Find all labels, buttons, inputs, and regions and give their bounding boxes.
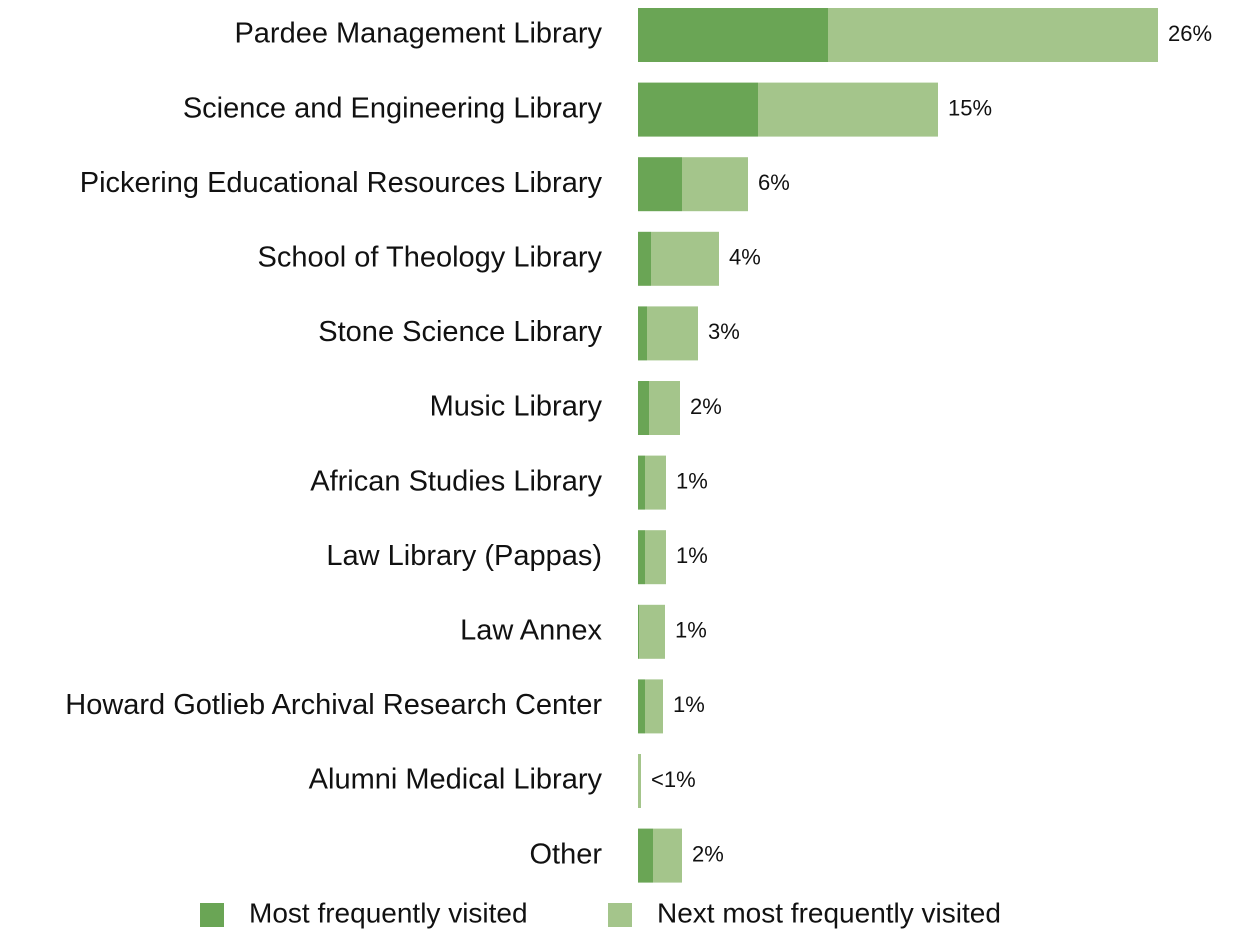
bar-segment: [645, 455, 666, 510]
bar-segment: [638, 8, 828, 62]
bar-segment: [638, 604, 639, 659]
bar-segment: [638, 306, 647, 361]
legend-swatch: [200, 903, 224, 927]
total-label: 2%: [692, 841, 724, 866]
category-label: Music Library: [430, 391, 603, 423]
total-label: 1%: [675, 618, 707, 643]
bar-segment: [645, 679, 663, 734]
legend-swatch: [608, 903, 632, 927]
bar-segment: [828, 8, 1158, 62]
total-label: <1%: [651, 767, 696, 792]
category-label: Law Annex: [460, 614, 602, 646]
bar-segment: [638, 82, 758, 137]
category-label: African Studies Library: [310, 465, 602, 497]
bar-segment: [651, 231, 719, 286]
total-label: 1%: [676, 543, 708, 568]
total-label: 1%: [676, 468, 708, 493]
bar-segment: [638, 530, 645, 585]
bar-segment: [638, 381, 649, 435]
bar-segment: [647, 306, 698, 361]
total-label: 15%: [948, 95, 992, 120]
category-label: Law Library (Pappas): [326, 540, 602, 572]
bar-segment: [638, 754, 641, 808]
legend-label: Next most frequently visited: [657, 897, 1001, 928]
bar-segment: [638, 157, 682, 212]
category-label: Science and Engineering Library: [183, 92, 603, 124]
bar-segment: [638, 679, 645, 734]
category-label: Pardee Management Library: [234, 18, 602, 50]
bar-segment: [638, 455, 645, 510]
bar-segment: [638, 231, 651, 286]
category-label: School of Theology Library: [258, 241, 603, 273]
bar-segment: [649, 381, 680, 435]
total-label: 4%: [729, 245, 761, 270]
bar-segment: [653, 828, 682, 883]
bar-segment: [639, 604, 665, 659]
category-label: Howard Gotlieb Archival Research Center: [65, 689, 602, 721]
bar-segment: [682, 157, 748, 212]
category-label: Other: [529, 838, 602, 870]
total-label: 2%: [690, 394, 722, 419]
total-label: 6%: [758, 170, 790, 195]
total-label: 1%: [673, 692, 705, 717]
category-label: Alumni Medical Library: [309, 764, 603, 796]
bar-segment: [758, 82, 938, 137]
bar-segment: [638, 828, 653, 883]
category-label: Stone Science Library: [318, 316, 602, 348]
total-label: 26%: [1168, 21, 1212, 46]
legend-label: Most frequently visited: [249, 897, 528, 928]
total-label: 3%: [708, 319, 740, 344]
bar-segment: [645, 530, 666, 585]
category-label: Pickering Educational Resources Library: [80, 167, 603, 199]
